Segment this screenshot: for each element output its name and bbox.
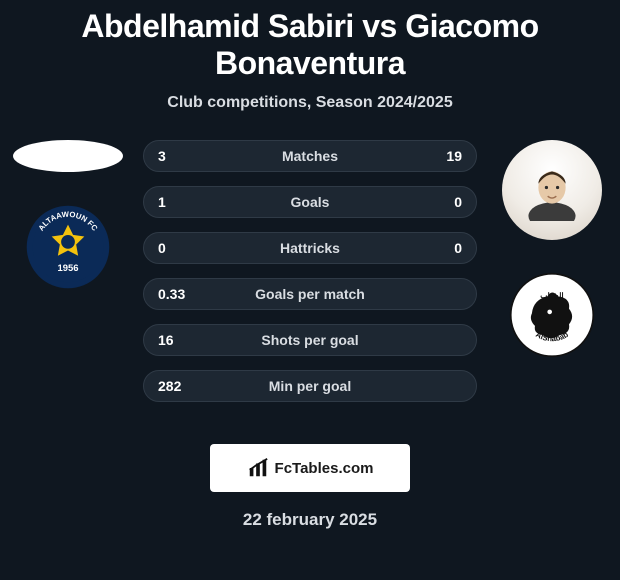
stat-label: Shots per goal [210,332,410,348]
right-player-column: الشباب AlShabab [492,140,612,358]
snapshot-date: 22 february 2025 [8,510,612,530]
brand-pill[interactable]: FcTables.com [210,444,410,492]
subtitle: Club competitions, Season 2024/2025 [8,94,612,112]
left-club-badge: 1956 ALTAAWOUN FC [25,204,111,290]
stat-label: Goals per match [210,286,410,302]
stat-label: Goals [210,194,410,210]
left-player-column: 1956 ALTAAWOUN FC [8,140,128,290]
stat-left-value: 3 [158,148,210,164]
stat-right-value: 0 [410,240,462,256]
page-title: Abdelhamid Sabiri vs Giacomo Bonaventura [8,8,612,82]
stat-left-value: 0.33 [158,286,210,302]
right-club-arabic: الشباب [540,291,563,300]
brand-logo-icon [247,457,269,479]
stat-row: 0.33 Goals per match [143,278,477,310]
stat-row: 0 Hattricks 0 [143,232,477,264]
stat-left-value: 282 [158,378,210,394]
left-club-year: 1956 [57,263,78,274]
stat-left-value: 0 [158,240,210,256]
stat-left-value: 1 [158,194,210,210]
stat-label: Min per goal [210,378,410,394]
stat-label: Hattricks [210,240,410,256]
right-player-avatar [502,140,602,240]
stat-right-value: 0 [410,194,462,210]
left-player-avatar [13,140,123,172]
content-area: 1956 ALTAAWOUN FC [8,140,612,420]
comparison-card: Abdelhamid Sabiri vs Giacomo Bonaventura… [0,0,620,580]
right-club-badge: الشباب AlShabab [509,272,595,358]
stat-row: 282 Min per goal [143,370,477,402]
brand-text: FcTables.com [275,460,374,477]
stat-right-value: 19 [410,148,462,164]
stats-list: 3 Matches 19 1 Goals 0 0 Hattricks 0 0.3… [143,140,477,402]
stat-row: 3 Matches 19 [143,140,477,172]
stat-left-value: 16 [158,332,210,348]
stat-row: 1 Goals 0 [143,186,477,218]
stat-row: 16 Shots per goal [143,324,477,356]
stat-label: Matches [210,148,410,164]
